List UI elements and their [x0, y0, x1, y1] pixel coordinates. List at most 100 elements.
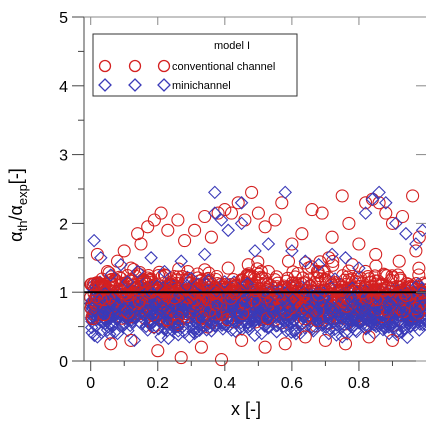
- point-conventional: [292, 282, 306, 296]
- point-conventional: [167, 269, 181, 284]
- point-conventional: [204, 230, 218, 244]
- point-minichannel: [228, 306, 242, 320]
- point-conventional: [86, 277, 100, 292]
- legend: model I conventional channel minichannel: [92, 33, 298, 97]
- point-minichannel: [208, 185, 222, 200]
- point-minichannel: [234, 196, 249, 210]
- point-minichannel: [160, 317, 175, 332]
- point-conventional: [218, 203, 232, 217]
- point-conventional: [298, 330, 312, 344]
- point-conventional: [365, 192, 379, 206]
- point-minichannel: [359, 313, 374, 327]
- point-minichannel: [127, 333, 142, 348]
- point-conventional: [154, 206, 168, 220]
- x-tick-label: 0.4: [214, 375, 236, 392]
- point-minichannel: [358, 206, 373, 220]
- point-conventional: [144, 272, 158, 286]
- point-minichannel: [159, 304, 174, 318]
- point-minichannel: [130, 264, 145, 279]
- point-minichannel: [269, 319, 283, 333]
- point-minichannel: [280, 298, 294, 313]
- point-minichannel: [224, 323, 239, 337]
- point-minichannel: [412, 323, 426, 337]
- point-minichannel: [338, 251, 353, 265]
- point-conventional: [315, 206, 329, 220]
- point-conventional: [268, 273, 282, 287]
- point-conventional: [414, 284, 426, 298]
- y-axis-title-alpha-div: /α: [6, 205, 26, 220]
- point-minichannel: [167, 299, 181, 313]
- point-minichannel: [244, 295, 259, 310]
- point-conventional: [375, 277, 389, 291]
- point-minichannel: [144, 251, 158, 265]
- point-minichannel: [120, 275, 135, 289]
- point-minichannel: [104, 268, 118, 282]
- point-conventional: [124, 333, 138, 347]
- point-conventional: [209, 298, 223, 312]
- point-minichannel: [248, 314, 262, 328]
- point-conventional: [195, 311, 209, 325]
- point-conventional: [258, 340, 272, 354]
- point-minichannel: [182, 330, 197, 344]
- point-minichannel: [184, 271, 199, 286]
- point-conventional: [151, 344, 165, 358]
- point-conventional: [141, 220, 155, 234]
- point-conventional: [174, 351, 188, 365]
- point-conventional: [115, 284, 129, 298]
- point-conventional: [201, 271, 215, 285]
- point-conventional: [181, 265, 195, 279]
- point-conventional: [302, 261, 316, 275]
- point-conventional: [245, 185, 259, 199]
- point-minichannel: [190, 310, 204, 325]
- point-minichannel: [237, 314, 251, 329]
- point-minichannel: [187, 284, 201, 298]
- point-conventional: [198, 209, 212, 224]
- x-tick-label: 0: [86, 375, 95, 392]
- point-conventional: [172, 262, 186, 276]
- point-conventional: [392, 254, 406, 268]
- point-minichannel: [90, 330, 105, 344]
- point-minichannel: [87, 233, 101, 248]
- point-minichannel: [208, 206, 222, 220]
- point-conventional: [406, 189, 420, 203]
- point-minichannel: [390, 327, 404, 342]
- point-minichannel: [110, 326, 125, 341]
- point-minichannel: [380, 300, 394, 314]
- y-axis-title-sub-th: th: [15, 221, 30, 232]
- point-minichannel: [352, 261, 366, 275]
- x-tick-label: 0.8: [348, 375, 370, 392]
- point-minichannel: [204, 300, 219, 314]
- point-minichannel: [171, 319, 185, 334]
- point-conventional: [399, 289, 413, 303]
- point-minichannel: [344, 293, 359, 308]
- legend-circle-marker: [128, 59, 142, 73]
- point-conventional: [221, 313, 235, 327]
- y-tick-label: 3: [59, 148, 68, 165]
- point-minichannel: [102, 327, 117, 341]
- point-minichannel: [335, 330, 349, 344]
- point-minichannel: [155, 300, 169, 314]
- point-conventional: [90, 247, 104, 261]
- point-minichannel: [194, 302, 209, 317]
- point-minichannel: [151, 321, 166, 336]
- point-conventional: [385, 216, 400, 230]
- point-minichannel: [208, 319, 222, 333]
- point-minichannel: [116, 318, 130, 333]
- point-minichannel: [327, 322, 342, 337]
- point-minichannel: [415, 223, 426, 238]
- point-conventional: [238, 297, 253, 311]
- point-conventional: [242, 268, 256, 283]
- point-conventional: [362, 330, 376, 344]
- point-minichannel: [400, 330, 415, 345]
- y-tick-label: 1: [59, 285, 68, 302]
- point-minichannel: [228, 324, 243, 338]
- point-conventional: [379, 206, 393, 220]
- y-tick-label: 2: [59, 216, 68, 233]
- point-conventional: [391, 268, 405, 282]
- x-axis-title: x [-]: [231, 399, 261, 419]
- point-minichannel: [393, 288, 407, 303]
- point-minichannel: [346, 309, 360, 324]
- point-minichannel: [140, 323, 155, 337]
- point-conventional: [369, 247, 383, 261]
- point-minichannel: [398, 300, 413, 314]
